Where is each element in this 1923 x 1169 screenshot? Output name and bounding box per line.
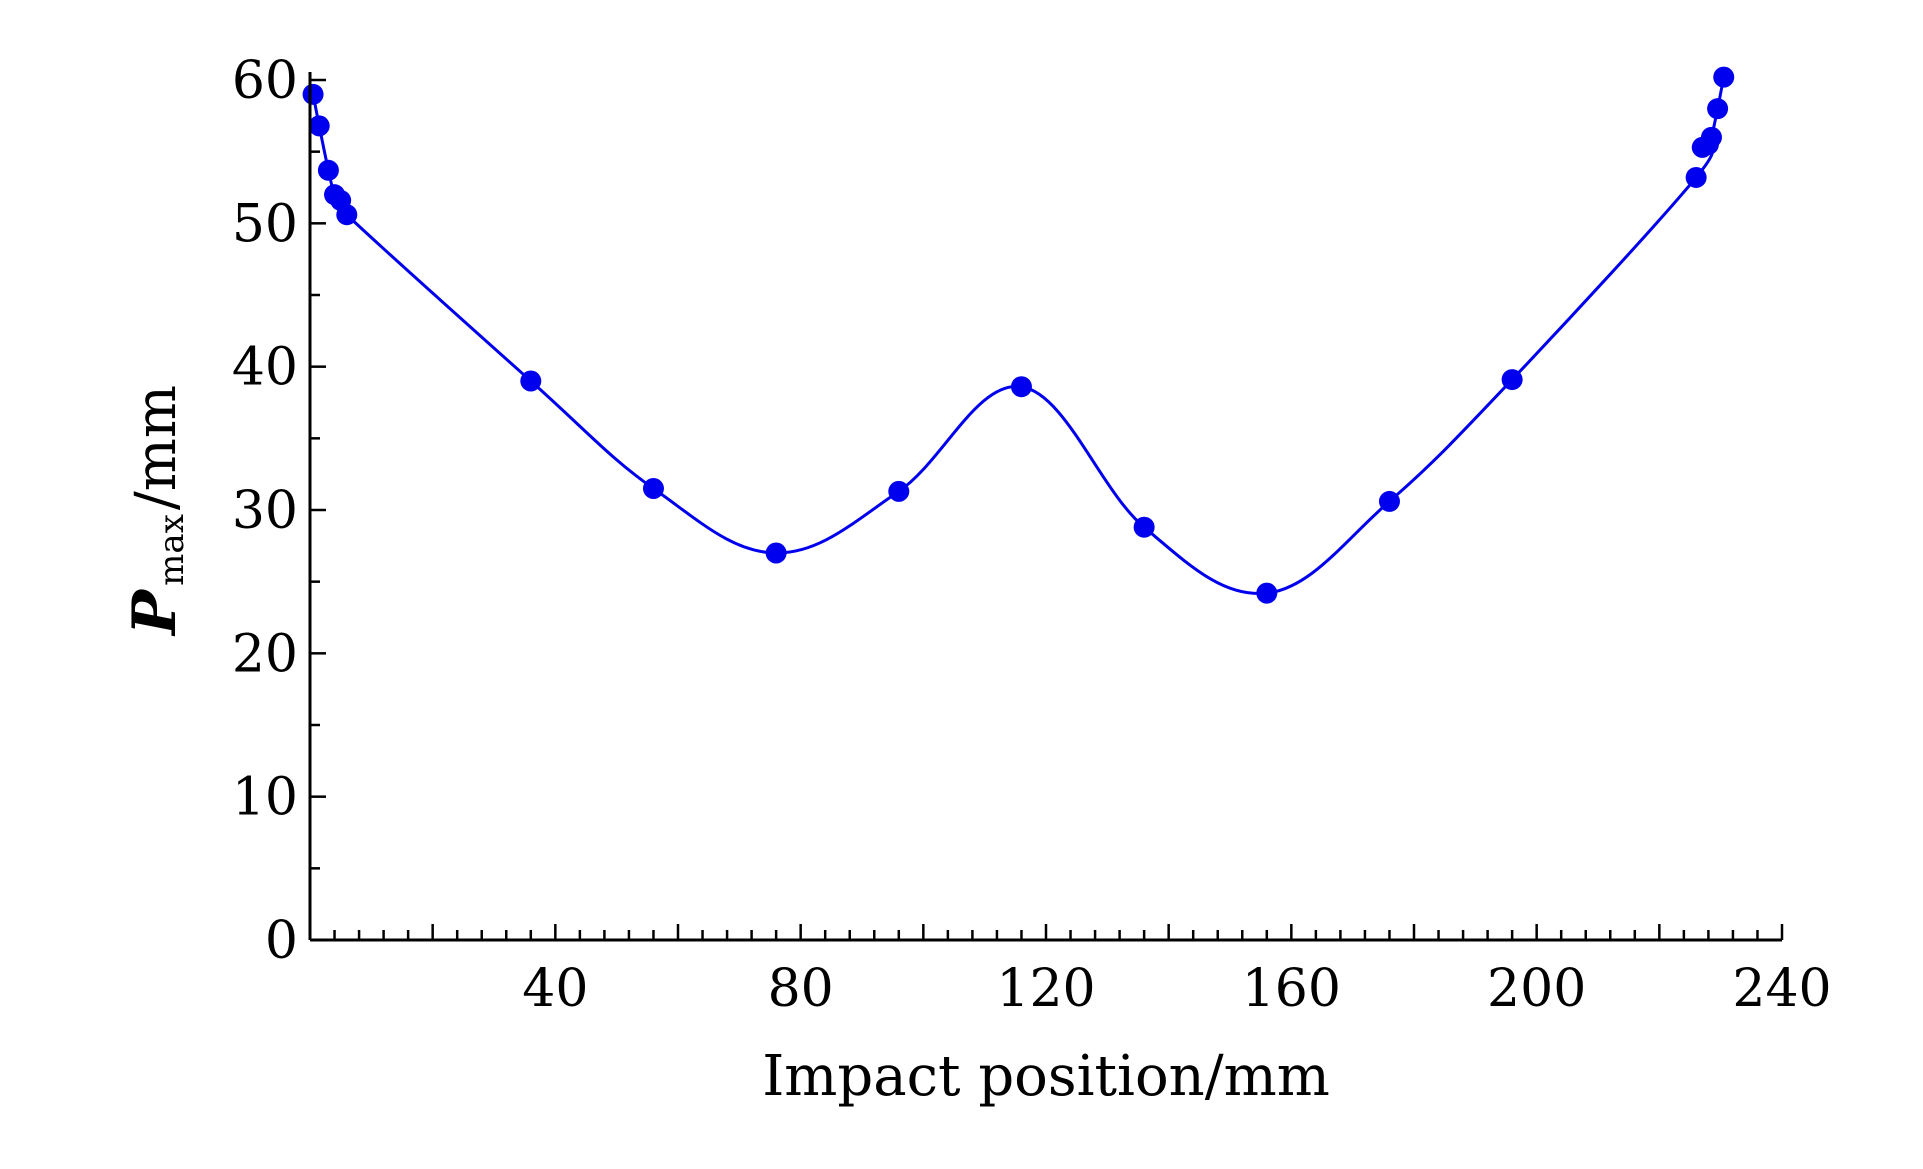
x-tick-label: 160 <box>1242 959 1341 1019</box>
data-marker-layer <box>302 66 1735 604</box>
y-axis-title-subscript: max <box>152 514 192 586</box>
y-tick-label: 40 <box>232 338 298 398</box>
y-tick-label: 50 <box>232 194 298 254</box>
x-tick-label: 80 <box>768 959 834 1019</box>
x-axis-ticks: 40 80 120 160 200 240 <box>333 924 1832 1019</box>
data-point <box>336 204 358 226</box>
series-line <box>311 76 1726 596</box>
data-point <box>1378 490 1400 512</box>
data-point <box>1133 516 1155 538</box>
data-point <box>317 159 339 181</box>
axes: 40 80 120 160 200 240 0 10 20 30 40 50 60 <box>232 51 1832 1019</box>
data-point <box>642 478 664 499</box>
data-point <box>1713 66 1735 88</box>
y-axis-title-suffix: /mm <box>124 385 189 510</box>
y-tick-label: 0 <box>265 911 298 971</box>
y-tick-label: 60 <box>232 51 298 111</box>
y-axis-title: P max /mm <box>120 385 192 637</box>
y-tick-label: 30 <box>232 481 298 541</box>
data-point <box>302 83 324 105</box>
y-axis-ticks: 0 10 20 30 40 50 60 <box>232 51 326 971</box>
data-point <box>1256 582 1278 604</box>
x-tick-label: 200 <box>1487 959 1586 1019</box>
data-point <box>765 542 787 564</box>
y-tick-label: 10 <box>232 768 298 828</box>
data-point <box>888 480 910 502</box>
data-point <box>1501 369 1523 391</box>
x-tick-label: 40 <box>522 959 588 1019</box>
y-axis-title-main: P <box>120 588 190 637</box>
x-axis-title: Impact position/mm <box>762 1044 1330 1109</box>
y-tick-label: 20 <box>232 624 298 684</box>
data-point <box>1707 98 1729 120</box>
data-point <box>308 115 330 137</box>
x-tick-label: 120 <box>996 959 1095 1019</box>
data-point <box>1010 376 1032 398</box>
x-tick-label: 240 <box>1732 959 1831 1019</box>
data-point <box>520 370 542 392</box>
data-point <box>1700 126 1722 148</box>
fitted-curve-layer <box>311 76 1726 596</box>
data-point <box>1685 166 1707 188</box>
